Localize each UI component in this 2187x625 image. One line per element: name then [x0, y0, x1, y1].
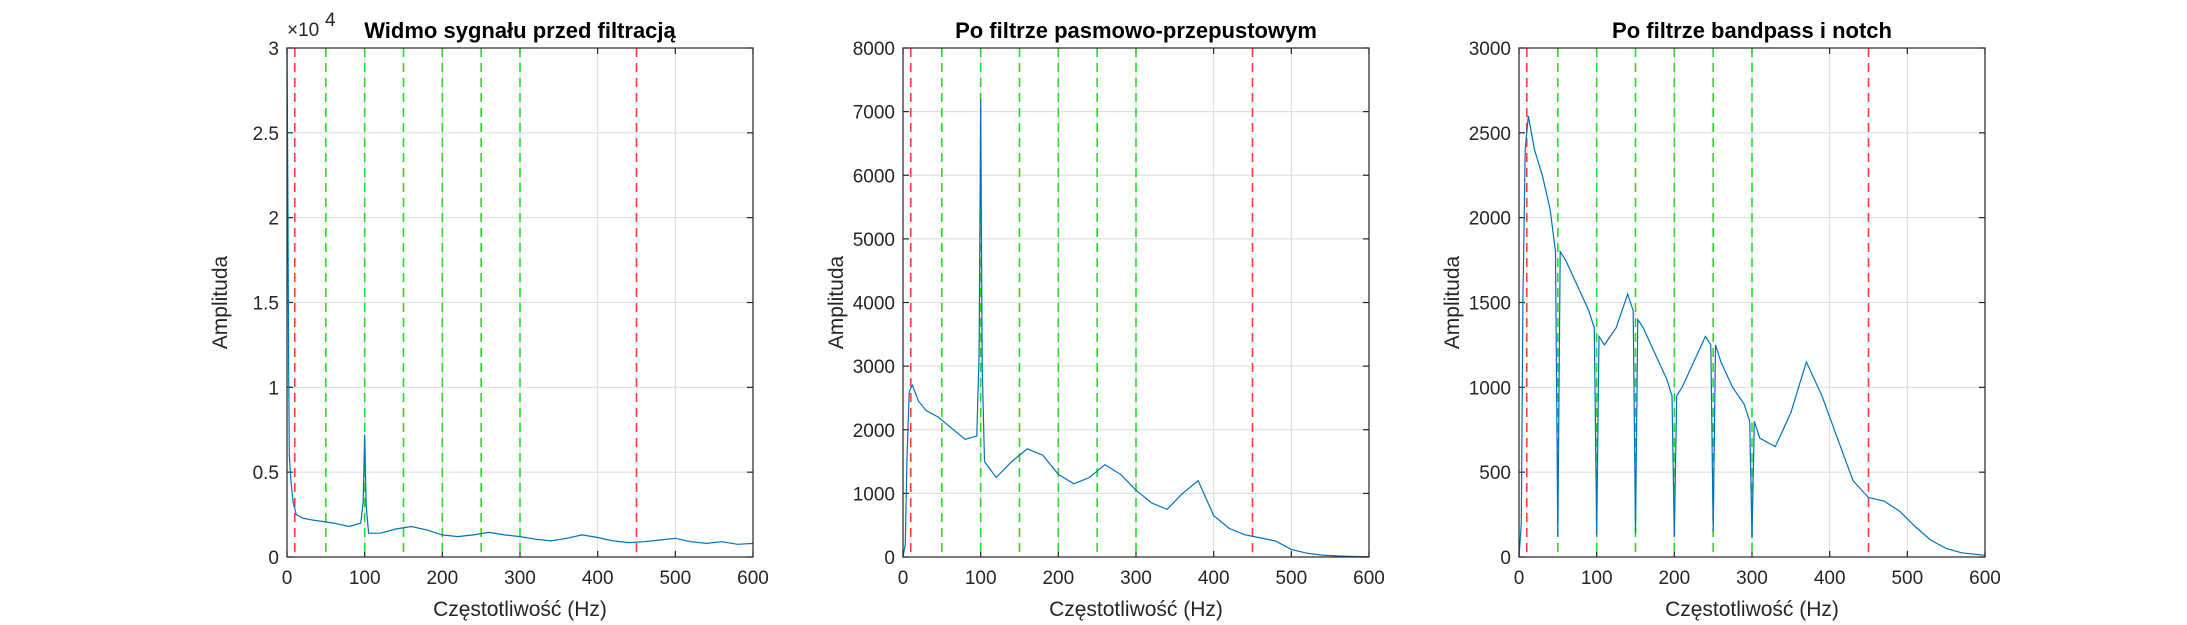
y-tick-label: 1.5	[253, 294, 279, 315]
x-tick-label: 0	[898, 568, 909, 589]
y-tick-label: 1000	[853, 484, 895, 505]
y-tick-label: 7000	[853, 103, 895, 124]
plot-frame	[286, 47, 754, 558]
y-tick-label: 2.5	[253, 124, 279, 145]
plot-frame	[1518, 47, 1986, 558]
x-tick-label: 200	[1042, 568, 1074, 589]
x-tick-label: 600	[1353, 568, 1385, 589]
axes-spectrum-bandpass: 0 100 200 300 400 500 600010002000300040005000…	[825, 18, 1385, 621]
x-tick-label: 500	[659, 568, 691, 589]
y-axis-label: Amplituda	[1441, 255, 1464, 349]
plot-frame	[902, 47, 1370, 558]
y-tick-label: 2500	[1469, 124, 1511, 145]
y-tick-label: 500	[1479, 463, 1511, 484]
x-tick-label: 600	[737, 568, 769, 589]
x-tick-label: 300	[1120, 568, 1152, 589]
y-tick-label: 1500	[1469, 294, 1511, 315]
axes-spectrum-before: 0 100 200 300 400 500 600 0 0.5 1 1.5 2 2.5 3 Widmo sy…	[209, 10, 769, 621]
y-tick-label: 0	[268, 548, 279, 569]
x-tick-label: 600	[1969, 568, 2001, 589]
y-tick-label: 3	[268, 39, 279, 60]
x-tick-label: 400	[1814, 568, 1846, 589]
chart-title: Widmo sygnału przed filtracją	[364, 18, 676, 43]
y-tick-label: 0	[1500, 548, 1511, 569]
x-tick-label: 500	[1275, 568, 1307, 589]
y-tick-label: 2	[268, 209, 279, 230]
x-tick-label: 400	[582, 568, 614, 589]
y-tick-label: 5000	[853, 230, 895, 251]
y-tick-label: 2000	[853, 421, 895, 442]
y-tick-label: 4000	[853, 294, 895, 315]
y-tick-label: 0	[884, 548, 895, 569]
spectrum-series-line	[1518, 115, 1986, 558]
axes-spectrum-bandpass-notch: 0 100 200 300 400 500 600 0 500 1000 1500 2000 2500 3…	[1441, 18, 2001, 621]
y-axis-label: Amplituda	[209, 255, 232, 349]
x-tick-label: 0	[1514, 568, 1525, 589]
y-exponent-power: 4	[325, 10, 336, 31]
x-tick-label: 300	[1736, 568, 1768, 589]
y-axis-label: Amplituda	[825, 255, 848, 349]
spectrum-series-line	[902, 98, 1370, 558]
y-tick-label: 3000	[853, 357, 895, 378]
x-axis-label: Częstotliwość (Hz)	[433, 598, 607, 621]
x-tick-label: 0	[282, 568, 293, 589]
spectrum-series-line	[286, 47, 754, 545]
y-tick-label: 1	[268, 378, 279, 399]
x-tick-label: 100	[965, 568, 997, 589]
x-tick-label: 300	[504, 568, 536, 589]
y-tick-label: 2000	[1469, 209, 1511, 230]
x-tick-label: 400	[1198, 568, 1230, 589]
y-exponent-base: ×10	[287, 20, 319, 41]
y-tick-label: 8000	[853, 39, 895, 60]
x-tick-label: 100	[349, 568, 381, 589]
x-tick-label: 200	[1658, 568, 1690, 589]
y-tick-label: 6000	[853, 166, 895, 187]
y-tick-label: 1000	[1469, 378, 1511, 399]
y-tick-label: 3000	[1469, 39, 1511, 60]
chart-title: Po filtrze bandpass i notch	[1612, 18, 1892, 43]
x-tick-label: 500	[1891, 568, 1923, 589]
x-axis-label: Częstotliwość (Hz)	[1665, 598, 1839, 621]
x-axis-label: Częstotliwość (Hz)	[1049, 598, 1223, 621]
y-tick-label: 0.5	[253, 463, 279, 484]
chart-title: Po filtrze pasmowo-przepustowym	[955, 18, 1317, 43]
x-tick-label: 200	[426, 568, 458, 589]
x-tick-label: 100	[1581, 568, 1613, 589]
